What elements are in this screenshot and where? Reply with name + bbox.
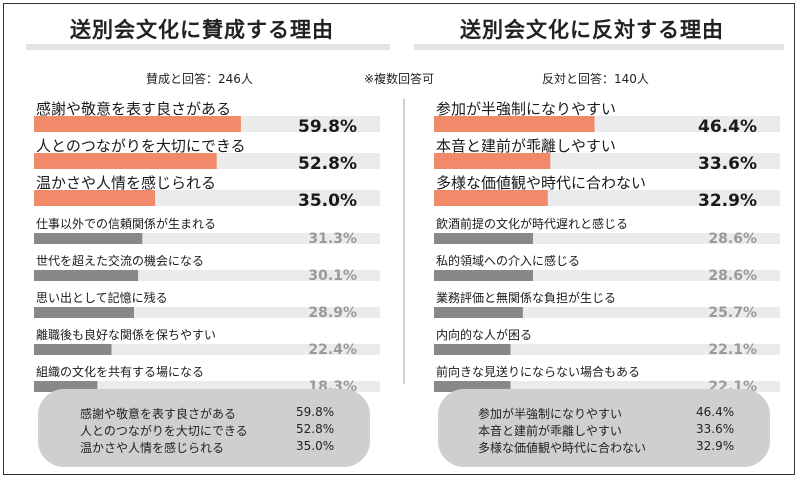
support-bar <box>34 307 134 318</box>
oppose-bar <box>434 190 548 206</box>
oppose-value-label: 32.9% <box>698 191 757 211</box>
support-respondents: 賛成と回答：246人 <box>146 72 253 86</box>
support-panel: 送別会文化に賛成する理由 賛成と回答：246人 感謝や敬意を表す良さがある 59.… <box>12 4 392 474</box>
support-value-label: 52.8% <box>298 154 357 174</box>
support-summary-box: 感謝や敬意を表す良さがある 59.8% 人とのつながりを大切にできる 52.8%… <box>38 389 370 467</box>
support-bar-track <box>34 381 380 392</box>
oppose-bar-track <box>434 344 780 355</box>
oppose-bar <box>434 270 533 281</box>
oppose-category-label: 業務評価と無関係な負担が生じる <box>436 290 616 305</box>
oppose-summary-label: 多様な価値観や時代に合わない <box>478 441 647 455</box>
oppose-category-label: 内向的な人が困る <box>436 327 532 342</box>
support-title-underline <box>26 44 390 50</box>
support-title: 送別会文化に賛成する理由 <box>70 18 334 42</box>
oppose-bar-track <box>434 381 780 392</box>
support-summary-value: 52.8% <box>296 422 335 436</box>
oppose-bar-chart: 参加が半強制になりやすい 46.4% 本音と建前が乖離しやすい 33.6% 多様な価値観… <box>434 100 780 395</box>
oppose-summary-label: 本音と建前が乖離しやすい <box>478 424 622 438</box>
support-bar <box>34 344 112 355</box>
oppose-bar <box>434 116 595 132</box>
support-category-label: 思い出として記憶に残る <box>36 290 168 305</box>
oppose-bar-track <box>434 233 780 244</box>
oppose-category-label: 参加が半強制になりやすい <box>436 100 616 118</box>
support-value-label: 22.4% <box>308 342 357 358</box>
support-summary-label: 感謝や敬意を表す良さがある <box>80 407 237 421</box>
support-bar-track <box>34 270 380 281</box>
oppose-title-underline <box>414 44 784 50</box>
oppose-bar <box>434 153 551 169</box>
oppose-panel: 送別会文化に反対する理由 反対と回答：140人 参加が半強制になりやすい 46.4… <box>412 4 792 474</box>
support-category-label: 感謝や敬意を表す良さがある <box>36 100 231 118</box>
support-bar-track <box>34 307 380 318</box>
support-category-label: 仕事以外での信頼関係が生まれる <box>36 216 216 231</box>
support-bar <box>34 116 241 132</box>
support-value-label: 35.0% <box>298 191 357 211</box>
support-category-label: 離職後も良好な関係を保ちやすい <box>36 327 216 342</box>
multiple-answers-note: ※複数回答可 <box>364 72 435 86</box>
support-category-label: 組織の文化を共有する場になる <box>36 364 204 379</box>
support-summary-value: 35.0% <box>296 439 335 453</box>
support-bar <box>34 153 217 169</box>
oppose-value-label: 46.4% <box>698 117 757 137</box>
oppose-bar <box>434 233 533 244</box>
support-bar <box>34 190 156 206</box>
support-bar <box>34 233 143 244</box>
support-bar <box>34 381 98 392</box>
oppose-value-label: 22.1% <box>708 342 757 358</box>
support-bar-chart: 感謝や敬意を表す良さがある 59.8% 人とのつながりを大切にできる 52.8% 温かさ… <box>34 100 380 395</box>
oppose-summary-label: 参加が半強制になりやすい <box>478 407 623 421</box>
oppose-value-label: 25.7% <box>708 305 757 321</box>
support-value-label: 31.3% <box>308 231 357 247</box>
oppose-value-label: 33.6% <box>698 154 757 174</box>
oppose-bar <box>434 307 523 318</box>
oppose-category-label: 前向きな見送りにならない場合もある <box>436 364 640 379</box>
oppose-title: 送別会文化に反対する理由 <box>460 18 724 42</box>
oppose-category-label: 私的領域への介入に感じる <box>436 253 580 268</box>
support-category-label: 世代を超えた交流の機会になる <box>36 253 204 268</box>
support-bar <box>34 270 139 281</box>
oppose-value-label: 28.6% <box>708 268 757 284</box>
support-bar-track <box>34 233 380 244</box>
oppose-value-label: 28.6% <box>708 231 757 247</box>
oppose-category-label: 本音と建前が乖離しやすい <box>436 137 616 155</box>
oppose-bar-track <box>434 307 780 318</box>
panel-divider <box>403 99 405 384</box>
support-summary-value: 59.8% <box>296 405 335 419</box>
support-value-label: 30.1% <box>308 268 357 284</box>
oppose-summary-value: 33.6% <box>696 422 735 436</box>
support-value-label: 59.8% <box>298 117 357 137</box>
infographic-frame: 送別会文化に賛成する理由 賛成と回答：246人 感謝や敬意を表す良さがある 59.… <box>3 3 795 475</box>
oppose-summary-value: 46.4% <box>696 405 735 419</box>
support-summary-label: 温かさや人情を感じられる <box>80 441 225 455</box>
support-summary-label: 人とのつながりを大切にできる <box>80 424 248 438</box>
oppose-bar <box>434 344 511 355</box>
oppose-summary-value: 32.9% <box>696 439 735 453</box>
oppose-respondents: 反対と回答：140人 <box>542 72 649 86</box>
support-category-label: 人とのつながりを大切にできる <box>36 137 246 155</box>
oppose-summary-box: 参加が半強制になりやすい 46.4% 本音と建前が乖離しやすい 33.6% 多様… <box>438 389 770 467</box>
oppose-bar <box>434 381 511 392</box>
support-category-label: 温かさや人情を感じられる <box>36 174 216 192</box>
oppose-category-label: 飲酒前提の文化が時代遅れと感じる <box>436 216 628 231</box>
oppose-bar-track <box>434 270 780 281</box>
oppose-category-label: 多様な価値観や時代に合わない <box>436 174 646 192</box>
support-bar-track <box>34 344 380 355</box>
support-value-label: 28.9% <box>308 305 357 321</box>
